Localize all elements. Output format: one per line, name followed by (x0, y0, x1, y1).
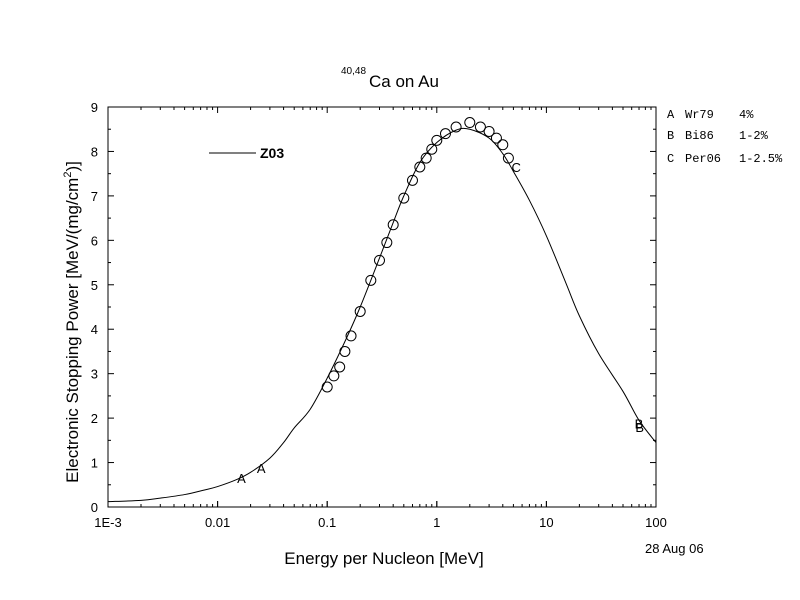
data-point-c (406, 174, 418, 186)
data-point-c (439, 128, 451, 140)
y-tick-label: 2 (91, 411, 98, 426)
data-point-c (373, 254, 385, 266)
x-tick-label: 1 (433, 515, 440, 530)
data-point-c (502, 152, 514, 164)
data-point-c (354, 305, 366, 317)
data-point-c (345, 330, 357, 342)
data-markers: AA BB C (237, 117, 644, 486)
data-point-c (483, 125, 495, 137)
y-tick-label: 8 (91, 144, 98, 159)
ref-c-uncertainty: 1-2.5% (739, 152, 783, 166)
y-tick-label: 0 (91, 500, 98, 515)
data-point-b: B (635, 420, 644, 435)
data-point-c (414, 161, 426, 173)
data-point-c (490, 132, 502, 144)
y-axis-label-main: Electronic Stopping Power [MeV/(mg/cm (63, 178, 82, 483)
x-tick-label: 100 (645, 515, 667, 530)
data-point-a: A (237, 471, 246, 486)
data-point-c (474, 121, 486, 133)
ref-b-uncertainty: 1-2% (739, 129, 769, 143)
y-tick-label: 6 (91, 233, 98, 248)
data-point-c (381, 237, 393, 249)
data-point-c (339, 345, 351, 357)
x-tick-labels: 1E-3 0.01 0.1 1 10 100 (94, 515, 667, 530)
data-point-c (387, 219, 399, 231)
y-axis-label-sup: 2 (62, 172, 74, 178)
data-point-a: A (257, 461, 266, 476)
y-tick-label: 1 (91, 456, 98, 471)
data-point-c (431, 134, 443, 146)
y-tick-label: 4 (91, 322, 98, 337)
data-point-c (365, 274, 377, 286)
legend-line-label: Z03 (260, 145, 284, 161)
x-axis-label: Energy per Nucleon [MeV] (284, 549, 483, 568)
y-axis-label: Electronic Stopping Power [MeV/(mg/cm2)] (62, 161, 82, 483)
data-point-c (334, 361, 346, 373)
reference-legend: A Wr79 4% B Bi86 1-2% C Per06 1-2.5% (667, 108, 783, 166)
y-tick-label: 7 (91, 189, 98, 204)
y-tick-label: 9 (91, 100, 98, 115)
data-point-c: C (511, 160, 520, 175)
ref-b-name: Bi86 (685, 129, 714, 143)
ref-a-letter: A (667, 108, 675, 122)
data-point-c (426, 143, 438, 155)
y-tick-labels: 0 1 2 3 4 5 6 7 8 9 (91, 100, 98, 515)
series-z03-line (107, 127, 657, 503)
ref-c-name: Per06 (685, 152, 721, 166)
date-stamp: 28 Aug 06 (645, 541, 704, 556)
data-point-c (450, 121, 462, 133)
data-point-c (328, 370, 340, 382)
axis-ticks (107, 106, 657, 508)
plot-frame (107, 106, 657, 508)
x-tick-label: 1E-3 (94, 515, 121, 530)
x-tick-label: 0.01 (205, 515, 230, 530)
ref-c-letter: C (667, 152, 674, 166)
x-tick-label: 0.1 (318, 515, 336, 530)
chart-title: Ca on Au (369, 72, 439, 91)
y-tick-label: 3 (91, 367, 98, 382)
chart-title-sup: 40,48 (341, 66, 366, 77)
data-point-b: B (635, 416, 644, 431)
y-axis-label-end: )] (63, 161, 82, 171)
y-tick-label: 5 (91, 278, 98, 293)
data-point-c (420, 152, 432, 164)
x-tick-label: 10 (539, 515, 553, 530)
ref-b-letter: B (667, 129, 674, 143)
ref-a-name: Wr79 (685, 108, 714, 122)
ref-a-uncertainty: 4% (739, 108, 754, 122)
data-point-c (321, 381, 333, 393)
data-point-c (398, 192, 410, 204)
data-point-c (464, 117, 476, 129)
data-point-c (497, 139, 509, 151)
